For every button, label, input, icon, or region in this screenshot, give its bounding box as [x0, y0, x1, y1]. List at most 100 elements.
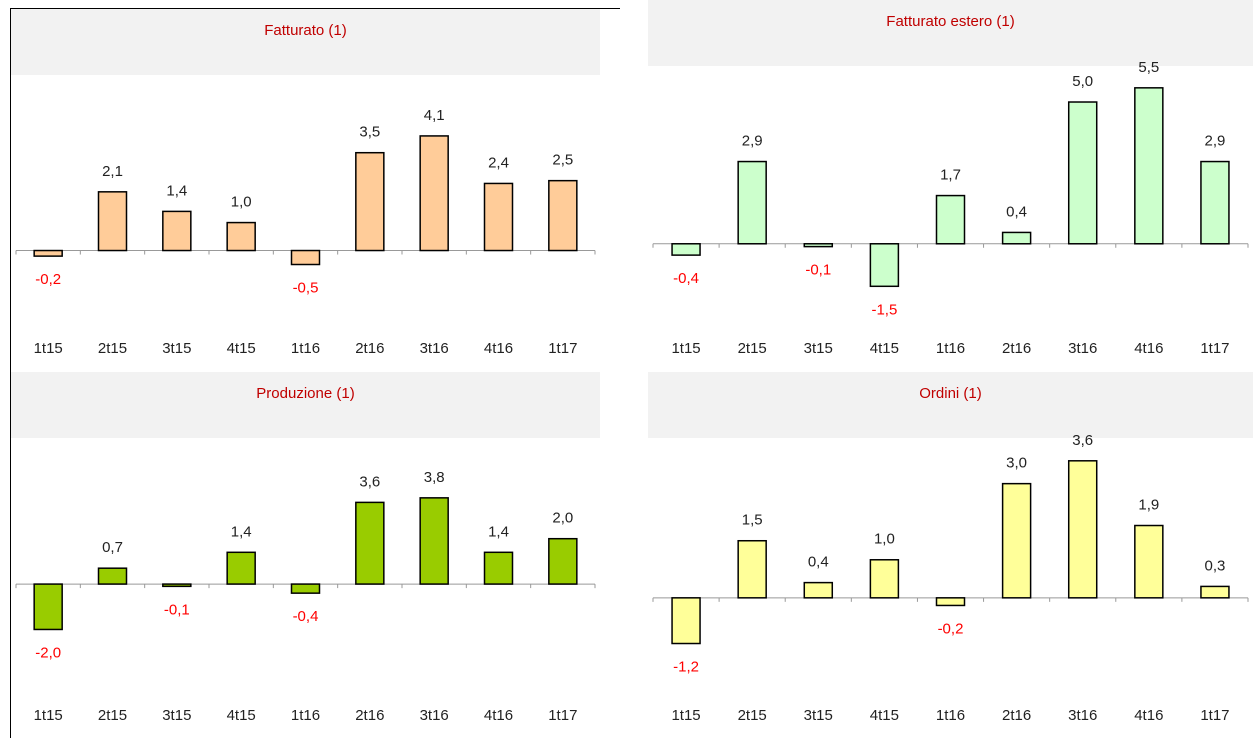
- data-label: 0,3: [1205, 557, 1226, 574]
- bar: [33, 249, 63, 257]
- data-label: 2,1: [102, 163, 123, 180]
- panel-header: [11, 372, 600, 438]
- x-tick-label: 3t15: [804, 707, 833, 724]
- bar: [355, 501, 385, 585]
- data-label: 2,4: [488, 154, 509, 171]
- x-tick-label: 1t17: [548, 707, 577, 724]
- data-label: 3,0: [1006, 455, 1027, 472]
- x-tick-label: 3t16: [420, 707, 449, 724]
- bar: [737, 160, 767, 245]
- data-label: 0,4: [808, 554, 829, 571]
- bar: [290, 249, 321, 266]
- panel-header: [11, 9, 600, 75]
- bar: [869, 243, 900, 288]
- bar: [1200, 585, 1230, 599]
- bar: [162, 210, 192, 252]
- x-tick-label: 1t15: [34, 340, 63, 357]
- bar: [935, 194, 966, 245]
- data-label: 5,0: [1072, 73, 1093, 90]
- bar: [869, 559, 900, 599]
- bar: [935, 597, 966, 607]
- data-label: 1,4: [166, 182, 187, 199]
- x-tick-label: 3t15: [162, 340, 191, 357]
- x-tick-label: 2t16: [355, 707, 384, 724]
- x-tick-label: 1t17: [1200, 707, 1229, 724]
- data-label: 4,1: [424, 107, 445, 124]
- data-label: -0,2: [938, 620, 964, 637]
- data-label: -1,5: [871, 301, 897, 318]
- x-tick-label: 2t16: [1002, 707, 1031, 724]
- x-tick-label: 1t15: [671, 707, 700, 724]
- data-label: 0,7: [102, 539, 123, 556]
- data-label: 1,9: [1138, 496, 1159, 513]
- x-tick-label: 4t15: [870, 340, 899, 357]
- data-label: -0,1: [164, 601, 190, 618]
- bar: [1200, 160, 1230, 245]
- x-tick-label: 4t16: [484, 707, 513, 724]
- bar: [97, 567, 128, 585]
- chart-title: Fatturato estero (1): [886, 13, 1014, 30]
- data-label: 2,9: [1205, 133, 1226, 150]
- bar: [290, 583, 321, 594]
- panel-header: [648, 0, 1253, 66]
- bar: [1134, 524, 1164, 599]
- bar: [1001, 231, 1032, 245]
- data-label: 1,5: [742, 512, 763, 529]
- bar: [1134, 87, 1164, 245]
- data-label: 1,0: [231, 194, 252, 211]
- x-tick-label: 1t15: [671, 340, 700, 357]
- chart-title: Fatturato (1): [264, 22, 347, 39]
- x-tick-label: 2t16: [355, 340, 384, 357]
- bar: [226, 221, 256, 252]
- bar: [803, 243, 834, 248]
- x-tick-label: 1t16: [291, 340, 320, 357]
- x-tick-label: 1t17: [548, 340, 577, 357]
- data-label: 3,6: [359, 473, 380, 490]
- bar: [1067, 460, 1098, 599]
- bar: [355, 151, 385, 252]
- chart-title: Produzione (1): [256, 385, 354, 402]
- x-tick-label: 4t15: [227, 340, 256, 357]
- x-tick-label: 2t16: [1002, 340, 1031, 357]
- data-label: 3,8: [424, 469, 445, 486]
- data-label: -0,2: [35, 271, 61, 288]
- x-tick-label: 1t15: [34, 707, 63, 724]
- bar: [548, 537, 578, 585]
- bar: [737, 539, 767, 599]
- data-label: 1,7: [940, 167, 961, 184]
- data-label: -0,5: [293, 279, 319, 296]
- data-label: 1,4: [231, 523, 252, 540]
- x-tick-label: 3t15: [162, 707, 191, 724]
- data-label: -0,1: [805, 262, 831, 279]
- bar: [226, 551, 256, 585]
- bar: [97, 191, 128, 252]
- data-label: 0,4: [1006, 203, 1027, 220]
- data-label: -0,4: [673, 270, 699, 287]
- x-tick-label: 1t17: [1200, 340, 1229, 357]
- x-tick-label: 2t15: [98, 707, 127, 724]
- x-tick-label: 3t16: [1068, 340, 1097, 357]
- data-label: -1,2: [673, 658, 699, 675]
- bar: [803, 581, 834, 599]
- bar: [483, 551, 514, 585]
- data-label: 3,6: [1072, 432, 1093, 449]
- bar: [671, 597, 701, 645]
- bar: [548, 179, 578, 252]
- chart-title: Ordini (1): [919, 385, 982, 402]
- x-tick-label: 1t16: [936, 340, 965, 357]
- data-label: 2,0: [552, 510, 573, 527]
- data-label: 5,5: [1138, 59, 1159, 76]
- x-tick-label: 4t15: [870, 707, 899, 724]
- x-tick-label: 1t16: [291, 707, 320, 724]
- bar: [419, 497, 449, 585]
- x-tick-label: 2t15: [738, 707, 767, 724]
- data-label: 1,0: [874, 531, 895, 548]
- bar: [419, 135, 449, 252]
- bar: [162, 583, 192, 588]
- x-tick-label: 4t16: [484, 340, 513, 357]
- panel-header: [648, 372, 1253, 438]
- x-tick-label: 3t16: [420, 340, 449, 357]
- bar: [33, 583, 63, 631]
- bar: [483, 182, 514, 252]
